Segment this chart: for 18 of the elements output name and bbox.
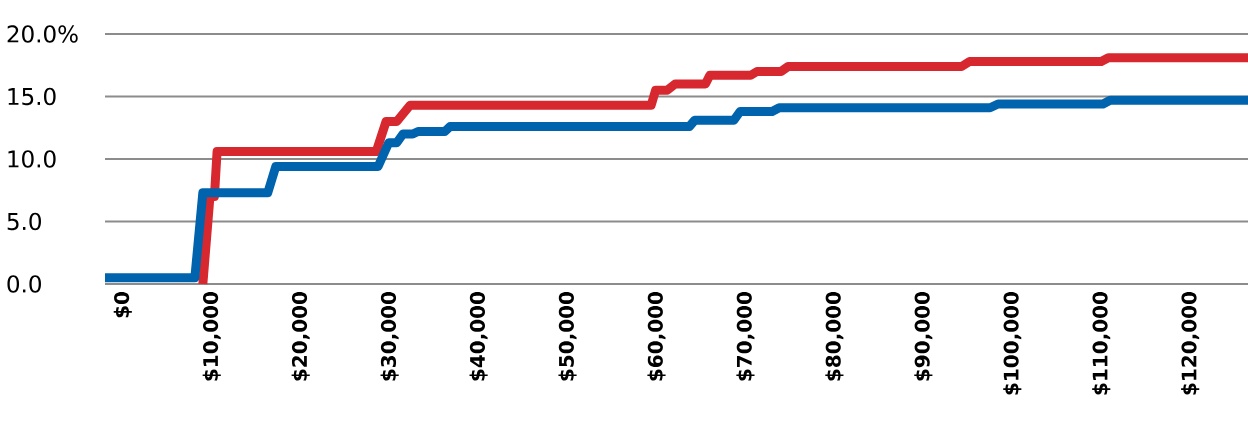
x-tick-label: $100,000 [1003, 292, 1022, 395]
x-tick-label: $20,000 [291, 292, 310, 381]
x-tick-label: $50,000 [558, 292, 577, 381]
x-tick-label: $110,000 [1092, 292, 1111, 395]
y-tick-label: 5.0 [7, 212, 41, 231]
x-tick-label: $10,000 [202, 292, 221, 381]
y-tick-label: 15.0 [8, 87, 56, 106]
x-tick-label: $120,000 [1181, 292, 1200, 395]
x-tick-label: $80,000 [825, 292, 844, 381]
x-tick-label: $70,000 [736, 292, 755, 381]
y-tick-label: 0.0 [7, 275, 41, 293]
y-tick-label: 10.0 [8, 150, 56, 168]
x-tick-label: $30,000 [380, 292, 399, 381]
x-tick-label: $0 [113, 292, 132, 318]
x-tick-label: $40,000 [469, 292, 488, 381]
x-tick-label: $60,000 [647, 292, 666, 381]
x-tick-label: $90,000 [914, 292, 933, 381]
y-tick-label: 20.0% [7, 25, 78, 43]
